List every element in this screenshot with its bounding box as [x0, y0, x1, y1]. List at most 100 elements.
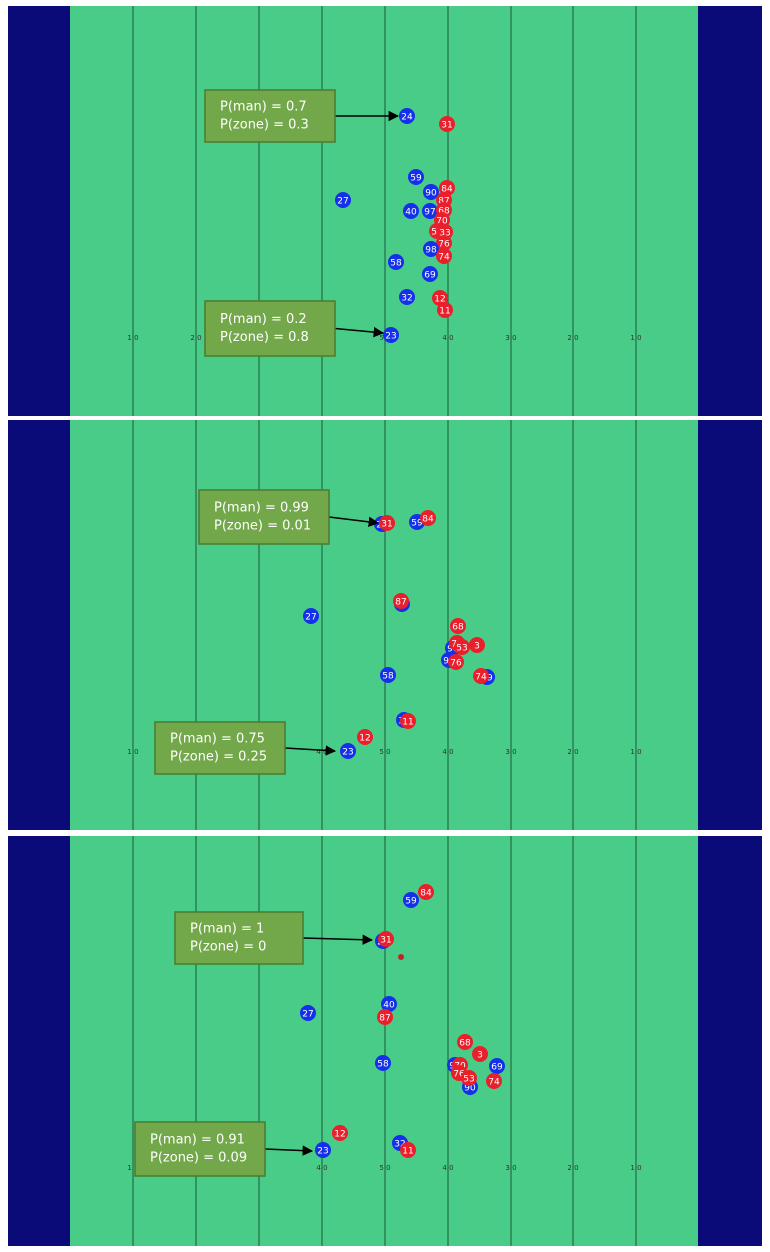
player-number: 27: [337, 197, 348, 207]
player: [400, 1142, 416, 1158]
player: [393, 593, 409, 609]
annotation-arrow: [284, 745, 337, 756]
player-number: 59: [411, 519, 423, 529]
annotation-box: [198, 489, 330, 545]
field-panel: 1 02 03 04 05 04 03 02 01 02431599084872…: [8, 6, 762, 416]
yard-number: 4 0: [442, 748, 453, 756]
yard-number: 1 0: [127, 1164, 138, 1172]
yard-number: 3 0: [505, 1164, 516, 1172]
end-zone: [698, 836, 762, 1246]
player-number: 3: [474, 642, 480, 652]
player-number: 53: [431, 228, 442, 238]
player: [388, 254, 404, 270]
player-number: 69: [424, 271, 436, 281]
player-number: 12: [334, 1130, 345, 1140]
player-number: 33: [439, 229, 450, 239]
field: [70, 836, 698, 1246]
field: [70, 6, 698, 416]
annotation-arrow: [328, 516, 380, 528]
player-number: 76: [438, 240, 450, 250]
annotation-text: P(zone) = 0.25: [170, 750, 267, 765]
player: [472, 1046, 488, 1062]
player-number: 23: [385, 332, 396, 342]
yard-number: 3 0: [505, 334, 516, 342]
player-number: 31: [441, 121, 452, 131]
player: [454, 639, 470, 655]
player: [403, 203, 419, 219]
player: [423, 241, 439, 257]
player-number: 87: [395, 598, 406, 608]
player: [436, 235, 452, 251]
player: [378, 931, 394, 947]
player-number: 59: [410, 174, 422, 184]
player: [436, 248, 452, 264]
player-number: 97: [424, 208, 435, 218]
player: [432, 290, 448, 306]
player-number: 74: [488, 1078, 500, 1088]
player: [420, 510, 436, 526]
player-number: 59: [405, 897, 417, 907]
player-number: 76: [450, 659, 462, 669]
player: [332, 1125, 348, 1141]
player: [473, 668, 489, 684]
player-number: 32: [401, 294, 412, 304]
player-number: 11: [402, 1147, 413, 1157]
player-number: 58: [390, 259, 402, 269]
player-number: 87: [379, 1014, 390, 1024]
player-number: 76: [453, 1070, 465, 1080]
player: [380, 667, 396, 683]
player: [439, 180, 455, 196]
player-number: 69: [491, 1063, 503, 1073]
player: [403, 892, 419, 908]
player-number: 68: [438, 207, 450, 217]
player: [469, 637, 485, 653]
player-number: 87: [438, 197, 449, 207]
player: [418, 884, 434, 900]
player-number: 90: [425, 189, 437, 199]
player-number: 23: [342, 748, 353, 758]
annotation-text: P(man) = 0.75: [170, 732, 265, 747]
yard-number: 1 0: [127, 748, 138, 756]
annotation-text: P(man) = 0.91: [150, 1133, 245, 1148]
player-number: 53: [456, 644, 467, 654]
end-zone: [8, 6, 70, 416]
player-number: 40: [383, 1001, 395, 1011]
player: [375, 1055, 391, 1071]
end-zone: [698, 6, 762, 416]
player-number: 53: [463, 1075, 474, 1085]
player-number: 68: [459, 1039, 471, 1049]
yard-number: 2 0: [567, 334, 578, 342]
player: [448, 654, 464, 670]
player: [489, 1058, 505, 1074]
annotation-box: [174, 911, 304, 965]
annotation-text: P(man) = 0.7: [220, 100, 307, 115]
field-panel: 1 02 03 04 05 04 03 02 01 05984243127408…: [8, 420, 762, 830]
player-number: 58: [382, 672, 394, 682]
player-number: 3: [477, 1051, 483, 1061]
player-number: 32: [394, 1140, 405, 1150]
player: [423, 184, 439, 200]
yard-number: 4 0: [316, 748, 327, 756]
field-panel: 1 02 03 04 05 04 03 02 01 05984243140872…: [8, 836, 762, 1246]
yard-number: 3 0: [505, 748, 516, 756]
player: [457, 1034, 473, 1050]
player-number: 27: [305, 613, 316, 623]
yard-number: 2 0: [190, 334, 201, 342]
annotation-text: P(zone) = 0.3: [220, 118, 309, 133]
annotation-text: P(zone) = 0.8: [220, 330, 309, 345]
annotation-box: [204, 89, 336, 143]
player-number: 70: [436, 217, 448, 227]
player: [437, 302, 453, 318]
player-number: 12: [434, 295, 445, 305]
yard-number: 2 0: [567, 748, 578, 756]
player: [400, 713, 416, 729]
annotation-text: P(zone) = 0.01: [214, 519, 311, 534]
player: [461, 1070, 477, 1086]
player: [303, 608, 319, 624]
ball: [398, 954, 404, 960]
yard-number: 5 0: [379, 1164, 390, 1172]
player: [439, 116, 455, 132]
player: [399, 108, 415, 124]
player-number: 74: [475, 673, 487, 683]
